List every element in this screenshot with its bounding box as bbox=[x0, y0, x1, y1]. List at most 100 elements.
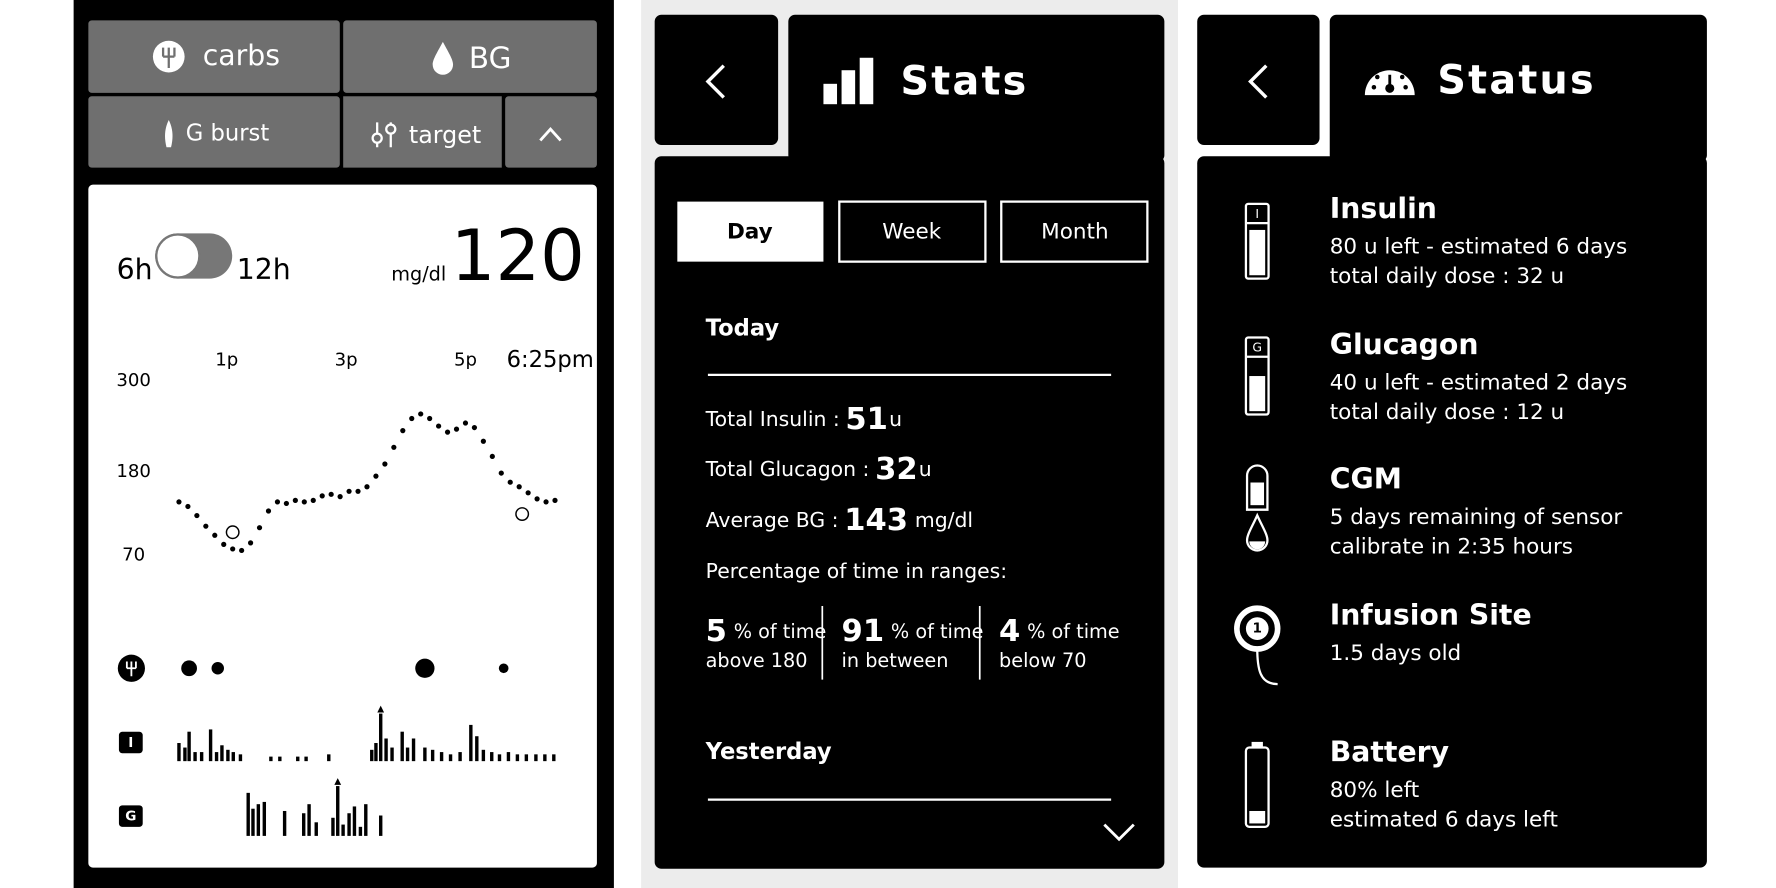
carb-dot bbox=[211, 662, 224, 675]
fork bbox=[125, 661, 137, 677]
insulin-cartridge bbox=[1244, 202, 1270, 280]
g-burst-button[interactable] bbox=[88, 96, 340, 168]
glucagon-bar bbox=[347, 813, 351, 836]
bg-point bbox=[534, 496, 540, 502]
carb-dot bbox=[181, 660, 197, 677]
bg-point bbox=[283, 500, 290, 507]
insulin-bar bbox=[384, 738, 388, 762]
x-tick-label: 5p bbox=[454, 350, 477, 371]
insulin-bar bbox=[469, 724, 473, 762]
insulin-bar bbox=[220, 745, 224, 762]
fork bbox=[161, 47, 176, 68]
bg-point bbox=[516, 484, 522, 490]
collapse-button[interactable] bbox=[505, 96, 597, 168]
tab-week[interactable] bbox=[838, 200, 987, 263]
carb-dot bbox=[498, 663, 509, 674]
insulin-bar bbox=[405, 747, 410, 762]
insulin-bar bbox=[379, 713, 383, 762]
home-panel: carbs BG G burst target 6h 12h mg/dl 120… bbox=[73, 0, 614, 888]
battery-cap bbox=[1251, 741, 1263, 748]
bg-point bbox=[471, 424, 478, 431]
insulin-bar bbox=[231, 752, 235, 762]
glucagon-bar bbox=[352, 806, 357, 836]
calibration-point bbox=[225, 525, 240, 540]
target-button[interactable] bbox=[343, 96, 502, 168]
stat-label: Total Insulin : bbox=[705, 407, 840, 431]
drop-icon bbox=[432, 41, 454, 75]
status-item-line: 1.5 days old bbox=[1330, 641, 1461, 666]
tab-label: Week bbox=[882, 220, 941, 245]
glucagon-bar bbox=[251, 808, 255, 836]
stat-unit: mg/dl bbox=[915, 508, 973, 532]
bg-point bbox=[436, 423, 442, 429]
g-burst-label: G burst bbox=[186, 121, 270, 147]
status-item-line: 80% left bbox=[1330, 778, 1420, 803]
stat-value: 32 bbox=[875, 451, 918, 486]
status-item-line: calibrate in 2:35 hours bbox=[1330, 535, 1573, 560]
insulin-bar bbox=[226, 749, 230, 762]
insulin-bar bbox=[524, 754, 529, 762]
insulin-bar bbox=[390, 747, 394, 762]
slider-knob bbox=[385, 123, 397, 135]
insulin-bar bbox=[304, 756, 308, 762]
status-item-name: Battery bbox=[1330, 736, 1449, 769]
stat-value: 51 bbox=[845, 402, 888, 437]
glucagon-bar bbox=[358, 826, 363, 836]
range-number: 4 bbox=[999, 613, 1020, 648]
infusion-label: 1 bbox=[1253, 621, 1262, 637]
range-desc: in between bbox=[842, 649, 949, 672]
bg-point bbox=[239, 547, 245, 554]
tab-day[interactable] bbox=[677, 201, 824, 262]
bg-point bbox=[355, 488, 361, 494]
insulin-bar bbox=[183, 747, 187, 762]
glucagon-bar bbox=[262, 801, 267, 836]
burst-icon bbox=[165, 120, 173, 148]
insulin-bar bbox=[490, 752, 494, 762]
stat-unit: u bbox=[889, 407, 902, 431]
bg-point bbox=[409, 415, 415, 422]
range-value: 5 % of time bbox=[706, 613, 827, 648]
gauge-dot bbox=[1375, 74, 1380, 80]
x-tick-label: 1p bbox=[215, 350, 238, 371]
insulin-bar bbox=[534, 754, 538, 762]
bg-point bbox=[221, 541, 227, 547]
bg-point bbox=[382, 461, 388, 467]
status-item-name: Insulin bbox=[1330, 192, 1437, 225]
status-item-name: Infusion Site bbox=[1330, 599, 1532, 632]
insulin-bar bbox=[238, 754, 243, 762]
insulin-icon-label: I bbox=[128, 735, 133, 751]
range-desc: above 180 bbox=[706, 649, 808, 672]
insulin-row-icon bbox=[118, 731, 143, 754]
infusion-tube bbox=[1256, 647, 1278, 686]
cgm-drop bbox=[1245, 512, 1269, 552]
tab-label: Day bbox=[727, 220, 773, 245]
carbs-button[interactable] bbox=[88, 20, 340, 93]
status-panel: Status I G 1 Insulin 80 u left - estimate… bbox=[1197, 14, 1707, 868]
insulin-bar bbox=[458, 752, 462, 762]
bg-point bbox=[292, 497, 298, 504]
stats-title: Stats bbox=[900, 59, 1028, 105]
insulin-bar bbox=[439, 752, 444, 762]
glucagon-bar bbox=[314, 822, 318, 836]
cartridge-fill bbox=[1249, 376, 1266, 412]
status-tab bbox=[1329, 14, 1707, 162]
bg-point bbox=[364, 484, 370, 490]
bg-point bbox=[203, 523, 209, 529]
back-button[interactable] bbox=[654, 14, 779, 145]
status-item-name: CGM bbox=[1330, 463, 1402, 496]
glucagon-bar bbox=[282, 810, 287, 836]
tab-month[interactable] bbox=[1000, 200, 1149, 263]
bg-point bbox=[462, 420, 469, 426]
glucagon-bar bbox=[331, 817, 335, 836]
status-body bbox=[1197, 156, 1707, 868]
bg-point bbox=[346, 488, 352, 494]
glucagon-bar bbox=[364, 804, 368, 836]
bg-button[interactable] bbox=[343, 20, 597, 93]
cartridge-label: G bbox=[1252, 340, 1262, 355]
glucagon-bar bbox=[307, 804, 311, 836]
chevron-up bbox=[539, 127, 562, 142]
back-button[interactable] bbox=[1197, 14, 1320, 145]
scroll-down[interactable] bbox=[1103, 823, 1135, 842]
insulin-bar bbox=[177, 743, 181, 762]
